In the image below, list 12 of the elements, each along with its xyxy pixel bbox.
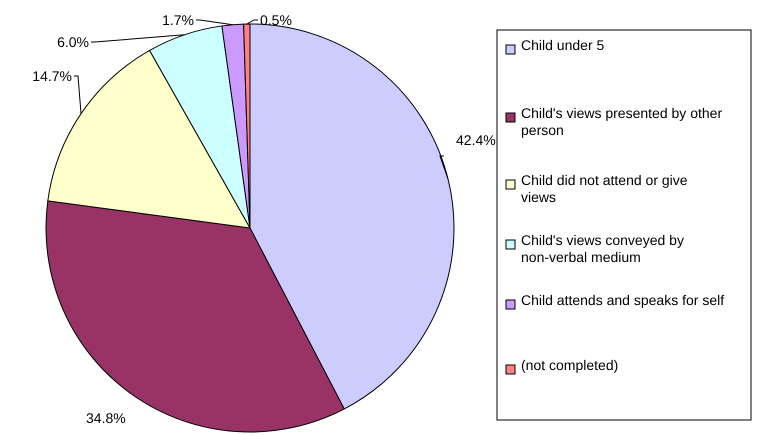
legend-label: Child did not attend or give views (521, 172, 688, 205)
data-label: 0.5% (260, 12, 292, 28)
data-label: 14.7% (32, 68, 72, 84)
legend-label: Child under 5 (521, 37, 604, 53)
data-label: 6.0% (57, 34, 89, 50)
legend-label: Child's views presented by other person (521, 105, 722, 138)
data-label: 34.8% (86, 410, 126, 426)
legend-label: Child's views conveyed by non-verbal medium (521, 232, 684, 265)
data-label: 42.4% (456, 132, 496, 148)
legend-label: Child attends and speaks for self (521, 292, 724, 308)
legend-label: (not completed) (521, 357, 618, 373)
data-label: 1.7% (162, 12, 194, 28)
